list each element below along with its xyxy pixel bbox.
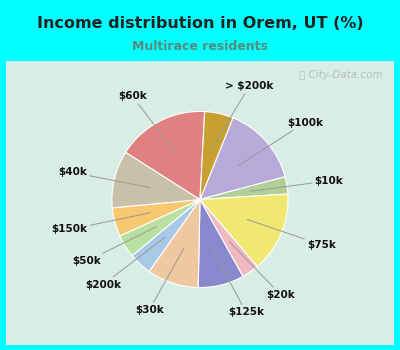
Text: $30k: $30k [135, 248, 184, 315]
Wedge shape [200, 177, 288, 199]
Text: $150k: $150k [52, 213, 151, 234]
Wedge shape [112, 199, 200, 236]
Text: $125k: $125k [212, 249, 264, 317]
Wedge shape [200, 112, 233, 200]
Wedge shape [200, 199, 257, 276]
Text: Multirace residents: Multirace residents [132, 40, 268, 53]
Text: $50k: $50k [73, 226, 157, 266]
Wedge shape [198, 199, 243, 288]
Text: $200k: $200k [85, 237, 165, 290]
Text: Income distribution in Orem, UT (%): Income distribution in Orem, UT (%) [37, 16, 363, 31]
Wedge shape [149, 199, 200, 288]
Text: > $200k: > $200k [211, 81, 274, 150]
Text: $10k: $10k [250, 176, 344, 191]
Wedge shape [120, 199, 200, 256]
Text: $40k: $40k [58, 167, 150, 188]
Wedge shape [112, 152, 200, 208]
Wedge shape [126, 111, 205, 199]
Text: $100k: $100k [238, 118, 323, 166]
Text: $75k: $75k [247, 219, 336, 250]
Wedge shape [200, 194, 288, 266]
Text: Ⓡ City-Data.com: Ⓡ City-Data.com [299, 70, 382, 80]
Wedge shape [200, 118, 285, 199]
Text: $60k: $60k [118, 91, 177, 154]
Text: $20k: $20k [229, 241, 295, 300]
Wedge shape [132, 199, 200, 271]
